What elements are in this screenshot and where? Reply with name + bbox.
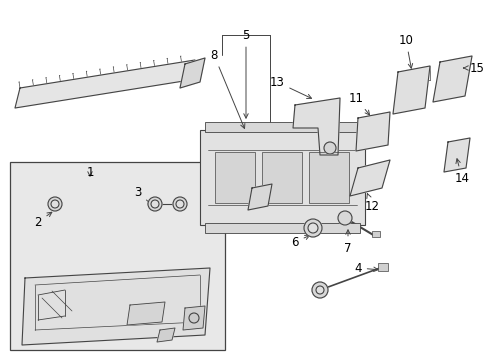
Polygon shape — [292, 98, 339, 155]
Text: 3: 3 — [134, 185, 152, 205]
Circle shape — [307, 223, 317, 233]
Circle shape — [148, 197, 162, 211]
Polygon shape — [15, 60, 195, 108]
Circle shape — [337, 211, 351, 225]
Text: 14: 14 — [453, 159, 468, 185]
Text: 7: 7 — [344, 230, 351, 255]
Text: 2: 2 — [34, 212, 52, 229]
Circle shape — [176, 200, 183, 208]
Polygon shape — [392, 66, 429, 114]
Text: 15: 15 — [463, 62, 484, 75]
Circle shape — [315, 286, 324, 294]
Circle shape — [311, 282, 327, 298]
Bar — [262, 152, 302, 203]
Circle shape — [304, 219, 321, 237]
Bar — [371, 231, 379, 237]
Text: 5: 5 — [242, 28, 249, 118]
Text: 1: 1 — [86, 166, 94, 179]
Text: 10: 10 — [398, 33, 412, 68]
Text: 6: 6 — [291, 235, 309, 248]
Circle shape — [173, 197, 186, 211]
Text: 12: 12 — [364, 194, 379, 212]
Text: 13: 13 — [269, 76, 311, 98]
Circle shape — [189, 313, 199, 323]
Circle shape — [48, 197, 62, 211]
Circle shape — [51, 200, 59, 208]
Bar — [215, 152, 254, 203]
Polygon shape — [247, 184, 271, 210]
Polygon shape — [183, 306, 204, 330]
Bar — [200, 130, 364, 225]
Polygon shape — [180, 58, 204, 88]
Text: 8: 8 — [210, 49, 244, 129]
Text: 9: 9 — [238, 166, 255, 189]
Polygon shape — [443, 138, 469, 172]
Text: 11: 11 — [348, 91, 369, 115]
Polygon shape — [157, 328, 175, 342]
Polygon shape — [22, 268, 209, 345]
Circle shape — [324, 142, 335, 154]
Polygon shape — [349, 160, 389, 196]
Bar — [204, 122, 359, 132]
Bar — [10, 162, 224, 350]
Bar — [308, 152, 348, 203]
Polygon shape — [355, 112, 389, 151]
Text: 4: 4 — [353, 261, 377, 274]
Bar — [377, 263, 387, 271]
Circle shape — [151, 200, 159, 208]
Polygon shape — [432, 56, 471, 102]
Bar — [204, 223, 359, 233]
Polygon shape — [127, 302, 164, 325]
